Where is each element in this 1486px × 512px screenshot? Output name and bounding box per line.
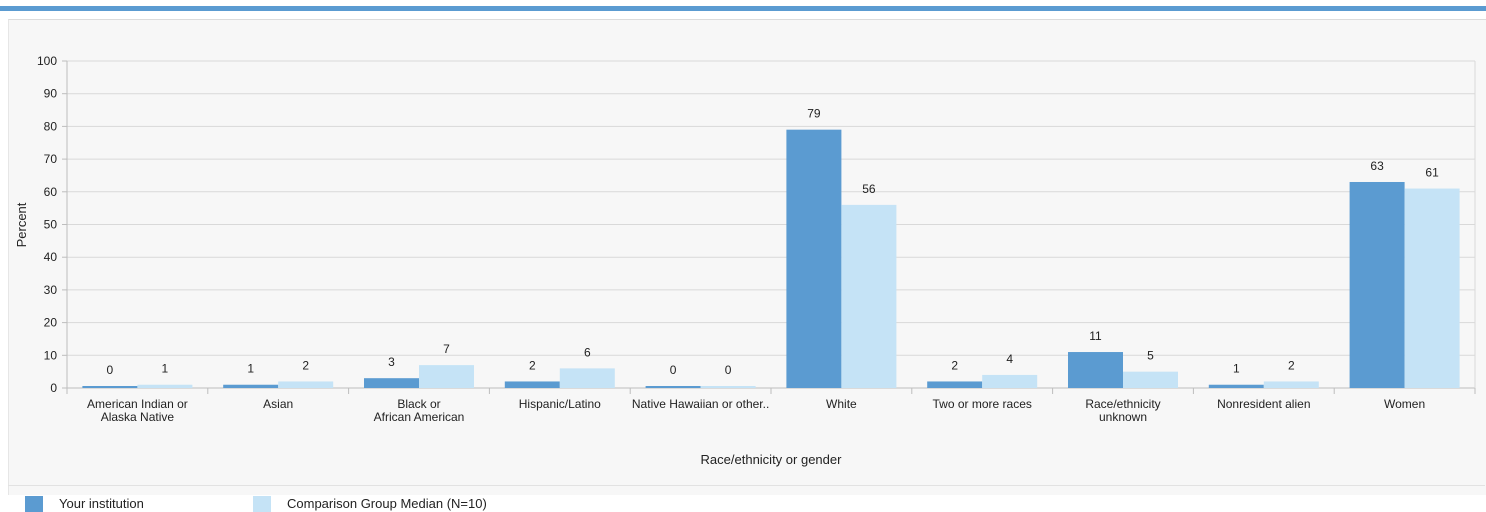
bar-your-institution — [504, 381, 560, 388]
bar-comparison-group — [419, 365, 474, 388]
data-label: 0 — [670, 363, 677, 377]
data-label: 4 — [1006, 352, 1013, 366]
x-category-label: Women — [1384, 397, 1425, 411]
y-tick-label: 0 — [50, 381, 57, 395]
x-category-label: Native Hawaiian or other.. — [632, 397, 769, 411]
data-label: 6 — [584, 345, 591, 359]
bar-your-institution — [927, 381, 983, 388]
data-label: 63 — [1370, 159, 1384, 173]
bar-comparison-group — [137, 384, 193, 388]
x-category-label: African American — [374, 410, 465, 424]
top-accent-bar — [0, 6, 1486, 11]
bar-your-institution — [1349, 181, 1405, 388]
x-category-label: Two or more races — [933, 397, 1032, 411]
bar-your-institution — [1208, 384, 1264, 388]
bar-comparison-group — [278, 381, 334, 388]
y-axis-title: Percent — [14, 202, 29, 247]
bar-comparison-group — [1404, 188, 1460, 388]
bar-comparison-group — [841, 204, 897, 388]
data-label: 3 — [388, 355, 395, 369]
bar-comparison-group — [1263, 381, 1319, 388]
x-category-label: American Indian or — [87, 397, 188, 411]
bar-comparison-group — [1123, 371, 1178, 388]
data-label: 61 — [1425, 166, 1439, 180]
data-label: 2 — [1288, 358, 1295, 372]
y-tick-label: 20 — [44, 316, 58, 330]
y-axis-ticks: 0 10 20 30 40 50 60 70 80 90 100 — [37, 54, 57, 395]
bar-comparison-group — [700, 386, 756, 388]
y-tick-label: 70 — [44, 152, 58, 166]
legend-label: Your institution — [59, 496, 144, 511]
data-label: 2 — [302, 358, 309, 372]
data-label: 5 — [1147, 349, 1154, 363]
bar-your-institution — [82, 386, 138, 388]
y-tick-label: 100 — [37, 54, 57, 68]
bar-your-institution — [645, 386, 701, 388]
data-label: 2 — [951, 358, 958, 372]
x-category-label: Black or — [397, 397, 440, 411]
data-label: 79 — [807, 107, 821, 121]
data-label: 2 — [529, 358, 536, 372]
data-label: 0 — [107, 363, 114, 377]
bars — [82, 129, 1460, 389]
x-category-label: Asian — [263, 397, 293, 411]
gridlines — [62, 60, 1476, 394]
legend-swatch-comparison-group — [253, 496, 271, 512]
legend-swatch-your-institution — [25, 496, 43, 512]
legend-divider — [8, 485, 1485, 486]
data-label: 1 — [247, 362, 254, 376]
y-tick-label: 40 — [44, 250, 58, 264]
legend-label: Comparison Group Median (N=10) — [287, 496, 487, 511]
x-axis-title: Race/ethnicity or gender — [701, 452, 843, 467]
data-label: 1 — [1233, 362, 1240, 376]
bar-your-institution — [364, 378, 419, 388]
y-tick-label: 50 — [44, 218, 58, 232]
y-tick-label: 30 — [44, 283, 58, 297]
data-label: 56 — [862, 182, 876, 196]
y-tick-label: 10 — [44, 348, 58, 362]
bar-your-institution — [786, 129, 842, 389]
bar-your-institution — [1068, 352, 1123, 388]
bar-comparison-group — [559, 368, 615, 388]
bar-your-institution — [223, 384, 279, 388]
y-tick-label: 80 — [44, 119, 58, 133]
x-category-label: unknown — [1099, 410, 1147, 424]
x-category-label: Race/ethnicity — [1085, 397, 1160, 411]
y-tick-label: 60 — [44, 185, 58, 199]
data-label: 11 — [1089, 329, 1102, 343]
data-label: 1 — [162, 362, 169, 376]
x-category-label: White — [826, 397, 857, 411]
x-category-label: Alaska Native — [101, 410, 175, 424]
bar-comparison-group — [982, 374, 1038, 388]
data-label: 0 — [725, 363, 732, 377]
x-category-label: Nonresident alien — [1217, 397, 1310, 411]
x-category-label: Hispanic/Latino — [519, 397, 601, 411]
data-label: 7 — [443, 342, 450, 356]
y-tick-label: 90 — [44, 87, 58, 101]
